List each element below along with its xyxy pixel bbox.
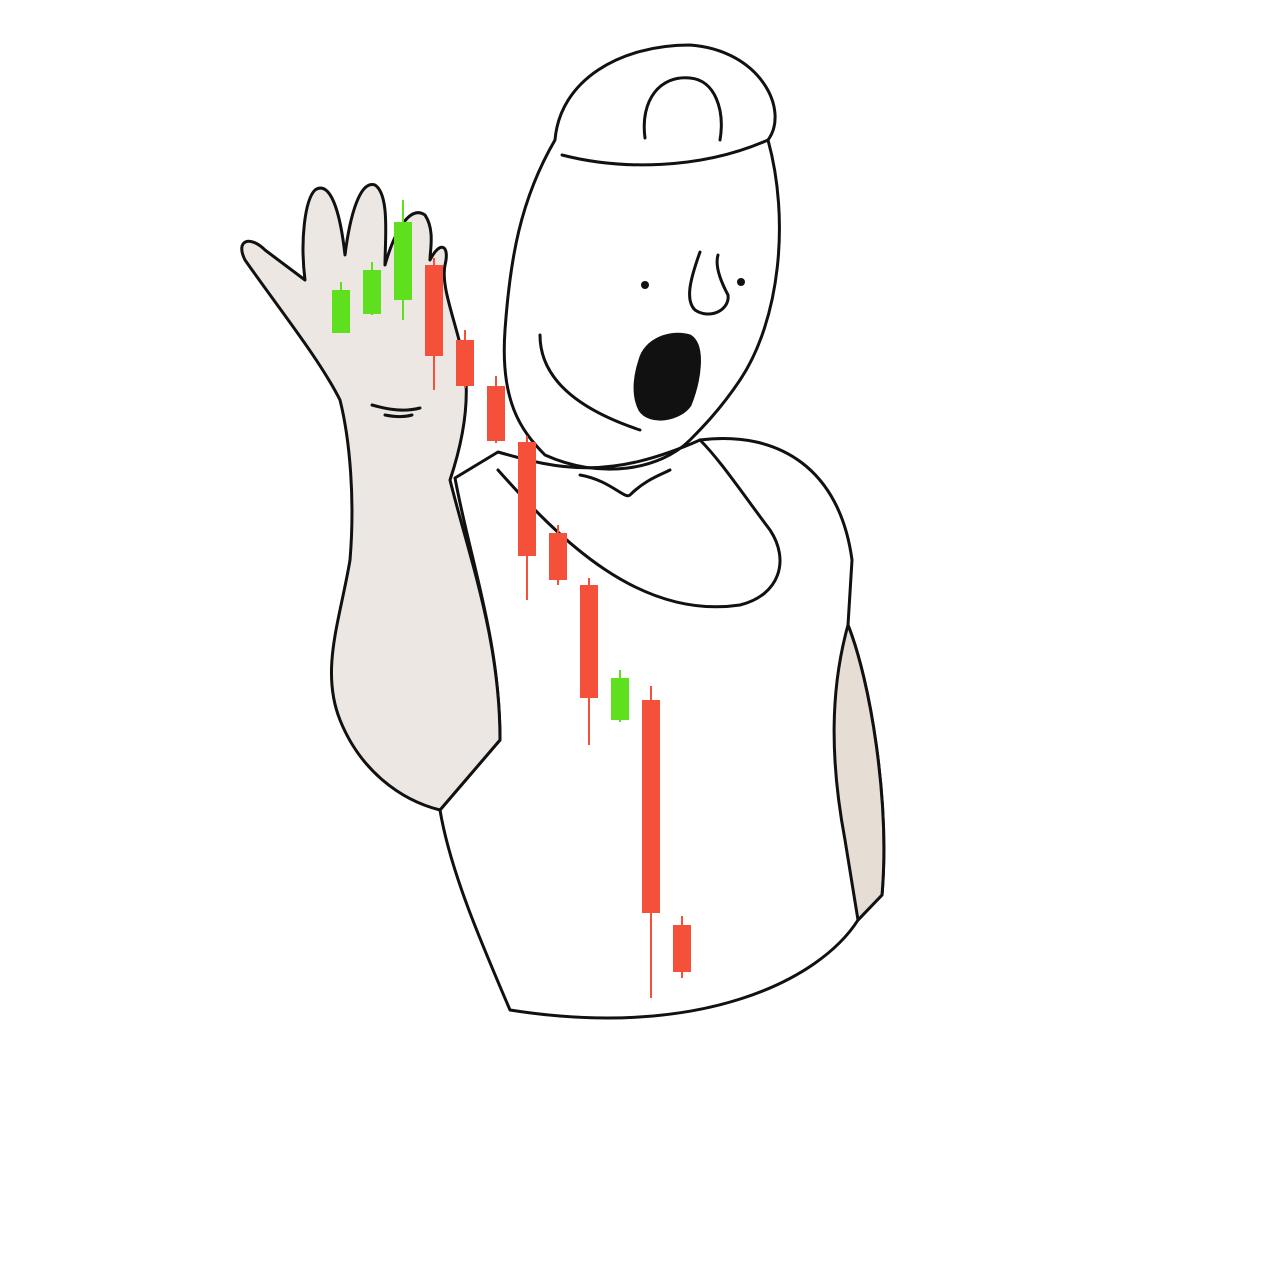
figure <box>240 43 886 1020</box>
jaw <box>538 333 672 498</box>
candle-body <box>394 222 412 300</box>
left-eye <box>641 281 649 289</box>
candle-body <box>518 442 536 556</box>
candle-body <box>549 533 567 580</box>
candle-body <box>673 925 691 972</box>
mouth <box>633 332 701 421</box>
right-arm <box>832 620 886 924</box>
candles <box>332 200 691 998</box>
neckline <box>496 438 782 609</box>
brain-cut <box>560 138 770 167</box>
candle-body <box>425 265 443 356</box>
right-eye <box>737 278 745 286</box>
candle-body <box>332 290 350 333</box>
candle-body <box>456 340 474 386</box>
brain-hole <box>642 76 723 142</box>
candle-body <box>487 386 505 441</box>
candle-body <box>642 700 660 913</box>
candle-body <box>611 678 629 720</box>
candle-body <box>363 270 381 314</box>
candle-body <box>580 585 598 698</box>
wrist-lines <box>370 403 422 418</box>
head <box>502 43 781 471</box>
nose <box>688 250 730 316</box>
torso <box>438 437 886 1020</box>
